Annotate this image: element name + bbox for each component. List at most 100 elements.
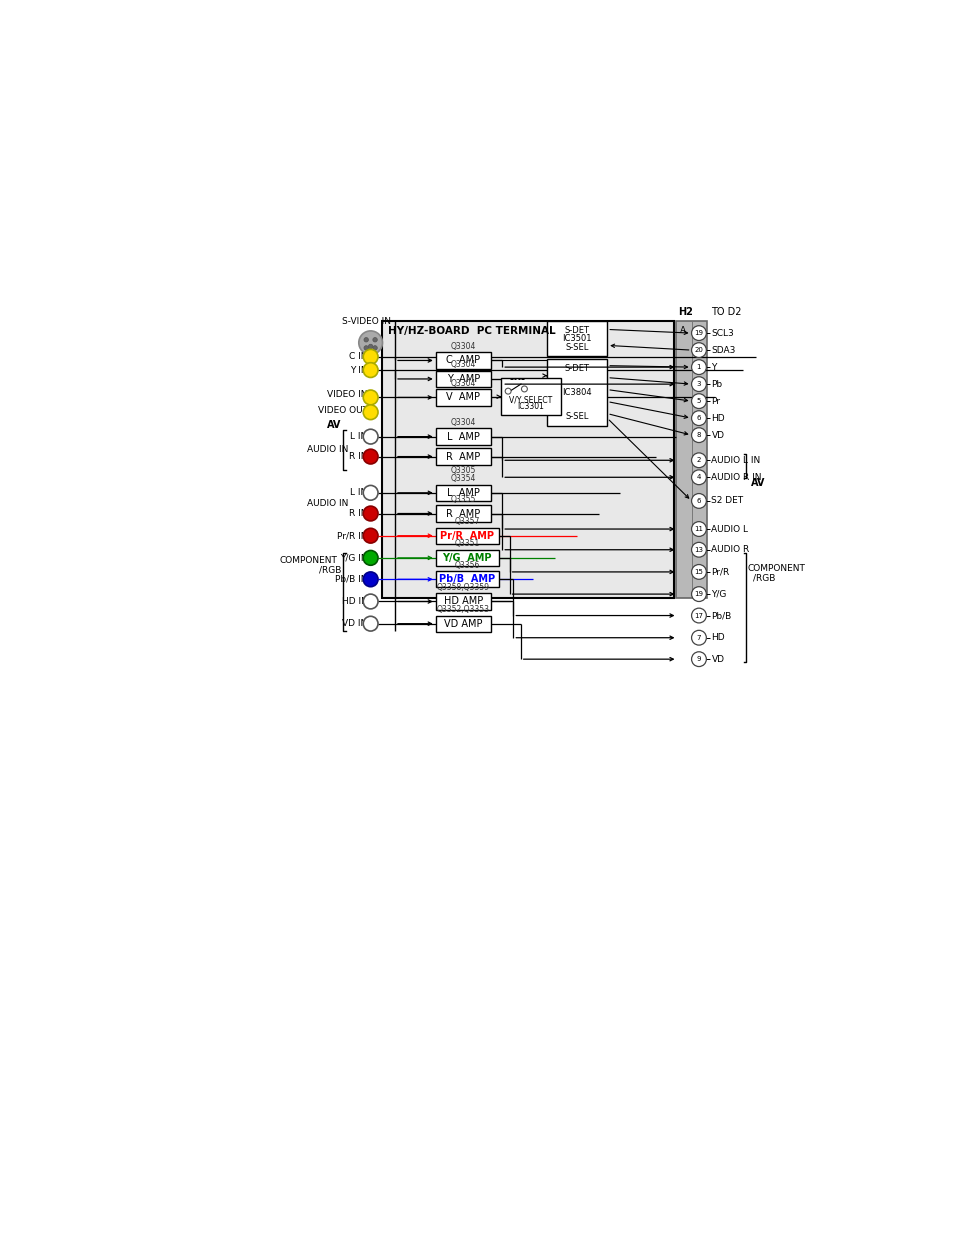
Text: VD IN: VD IN xyxy=(342,619,367,629)
Text: Pr: Pr xyxy=(711,396,720,405)
FancyBboxPatch shape xyxy=(436,505,491,521)
Text: Y/G: Y/G xyxy=(711,589,726,599)
Circle shape xyxy=(691,453,705,468)
Text: S-SEL: S-SEL xyxy=(564,342,588,352)
Text: VD: VD xyxy=(711,431,723,440)
Text: Pb: Pb xyxy=(711,379,721,389)
FancyBboxPatch shape xyxy=(436,370,491,387)
Text: S-VIDEO IN: S-VIDEO IN xyxy=(342,317,391,326)
Text: Pr/R IN: Pr/R IN xyxy=(336,531,367,540)
Text: L IN: L IN xyxy=(350,488,367,498)
Text: 4: 4 xyxy=(696,474,700,480)
Circle shape xyxy=(363,594,377,609)
Text: Q3358,Q3359: Q3358,Q3359 xyxy=(436,583,490,592)
Text: C  AMP: C AMP xyxy=(446,356,480,366)
Text: AUDIO R: AUDIO R xyxy=(711,545,749,555)
Text: AUDIO IN: AUDIO IN xyxy=(307,446,348,454)
Text: HD: HD xyxy=(711,414,724,422)
Text: AV: AV xyxy=(326,420,341,430)
Text: Y: Y xyxy=(711,363,716,372)
Text: Q3304: Q3304 xyxy=(450,361,476,369)
Text: Q3356: Q3356 xyxy=(454,561,479,569)
Text: V/Y SELECT: V/Y SELECT xyxy=(509,396,552,405)
Text: R IN: R IN xyxy=(349,509,367,517)
Circle shape xyxy=(691,587,705,601)
Text: AUDIO L IN: AUDIO L IN xyxy=(711,456,760,464)
Text: 20: 20 xyxy=(694,347,702,353)
Text: /RGB: /RGB xyxy=(752,573,775,583)
Circle shape xyxy=(691,608,705,622)
Circle shape xyxy=(363,350,377,364)
Text: 7: 7 xyxy=(696,635,700,641)
FancyBboxPatch shape xyxy=(436,389,491,405)
Text: VIDEO OUT: VIDEO OUT xyxy=(317,405,367,415)
Text: COMPONENT: COMPONENT xyxy=(279,556,337,566)
Text: Y  AMP: Y AMP xyxy=(446,374,479,384)
Circle shape xyxy=(364,346,368,350)
FancyBboxPatch shape xyxy=(546,321,606,356)
Text: B: B xyxy=(695,326,701,335)
Circle shape xyxy=(691,359,705,374)
Text: IC3501: IC3501 xyxy=(561,333,591,343)
Text: Pr/R: Pr/R xyxy=(711,567,729,577)
Text: R  AMP: R AMP xyxy=(446,452,480,462)
Text: 19: 19 xyxy=(694,330,702,336)
Circle shape xyxy=(691,494,705,509)
Text: Pb/B  AMP: Pb/B AMP xyxy=(438,574,495,584)
Text: Q3351: Q3351 xyxy=(454,540,479,548)
Text: 19: 19 xyxy=(694,592,702,597)
Text: 9: 9 xyxy=(696,656,700,662)
Circle shape xyxy=(691,377,705,391)
Circle shape xyxy=(368,345,373,348)
Circle shape xyxy=(691,521,705,536)
Text: HD AMP: HD AMP xyxy=(443,597,482,606)
Text: S-DET: S-DET xyxy=(564,364,589,373)
Circle shape xyxy=(691,652,705,667)
Text: HD: HD xyxy=(711,634,724,642)
Circle shape xyxy=(363,616,377,631)
Text: HY/HZ-BOARD  PC TERMINAL: HY/HZ-BOARD PC TERMINAL xyxy=(387,326,555,336)
Text: AV: AV xyxy=(751,478,765,488)
Text: A: A xyxy=(679,326,685,335)
Circle shape xyxy=(691,326,705,341)
Circle shape xyxy=(691,630,705,645)
Circle shape xyxy=(505,388,511,394)
FancyBboxPatch shape xyxy=(381,321,673,598)
Circle shape xyxy=(373,346,376,350)
Circle shape xyxy=(363,572,377,587)
Text: 5: 5 xyxy=(696,398,700,404)
Text: Q3304: Q3304 xyxy=(450,379,476,388)
Text: Y/G IN: Y/G IN xyxy=(339,553,367,562)
Text: Q3304: Q3304 xyxy=(450,417,476,427)
Text: R  AMP: R AMP xyxy=(446,509,480,519)
Circle shape xyxy=(364,337,368,342)
Circle shape xyxy=(691,343,705,357)
Text: 13: 13 xyxy=(694,547,702,553)
FancyBboxPatch shape xyxy=(500,378,560,415)
Text: 8: 8 xyxy=(696,432,700,438)
Text: IC3804: IC3804 xyxy=(561,388,591,396)
Text: VD AMP: VD AMP xyxy=(444,619,482,629)
Circle shape xyxy=(691,469,705,484)
Text: H2: H2 xyxy=(678,306,692,317)
Text: V  AMP: V AMP xyxy=(446,393,480,403)
Circle shape xyxy=(691,427,705,442)
FancyBboxPatch shape xyxy=(676,321,706,598)
Text: 1: 1 xyxy=(696,364,700,370)
Circle shape xyxy=(363,551,377,566)
Text: Q3354: Q3354 xyxy=(450,474,476,483)
Text: Pb/B: Pb/B xyxy=(711,611,731,620)
Text: AUDIO IN: AUDIO IN xyxy=(307,499,348,508)
FancyBboxPatch shape xyxy=(436,527,498,543)
Circle shape xyxy=(358,331,382,354)
Text: S-SEL: S-SEL xyxy=(564,412,588,421)
Text: L  AMP: L AMP xyxy=(447,431,479,442)
Circle shape xyxy=(691,542,705,557)
Circle shape xyxy=(363,430,377,445)
Text: S-DET: S-DET xyxy=(564,326,589,335)
Text: 3: 3 xyxy=(696,382,700,387)
FancyBboxPatch shape xyxy=(436,593,491,610)
Text: AUDIO R IN: AUDIO R IN xyxy=(711,473,761,482)
Text: SDA3: SDA3 xyxy=(711,346,735,354)
Text: Y IN: Y IN xyxy=(350,366,367,374)
